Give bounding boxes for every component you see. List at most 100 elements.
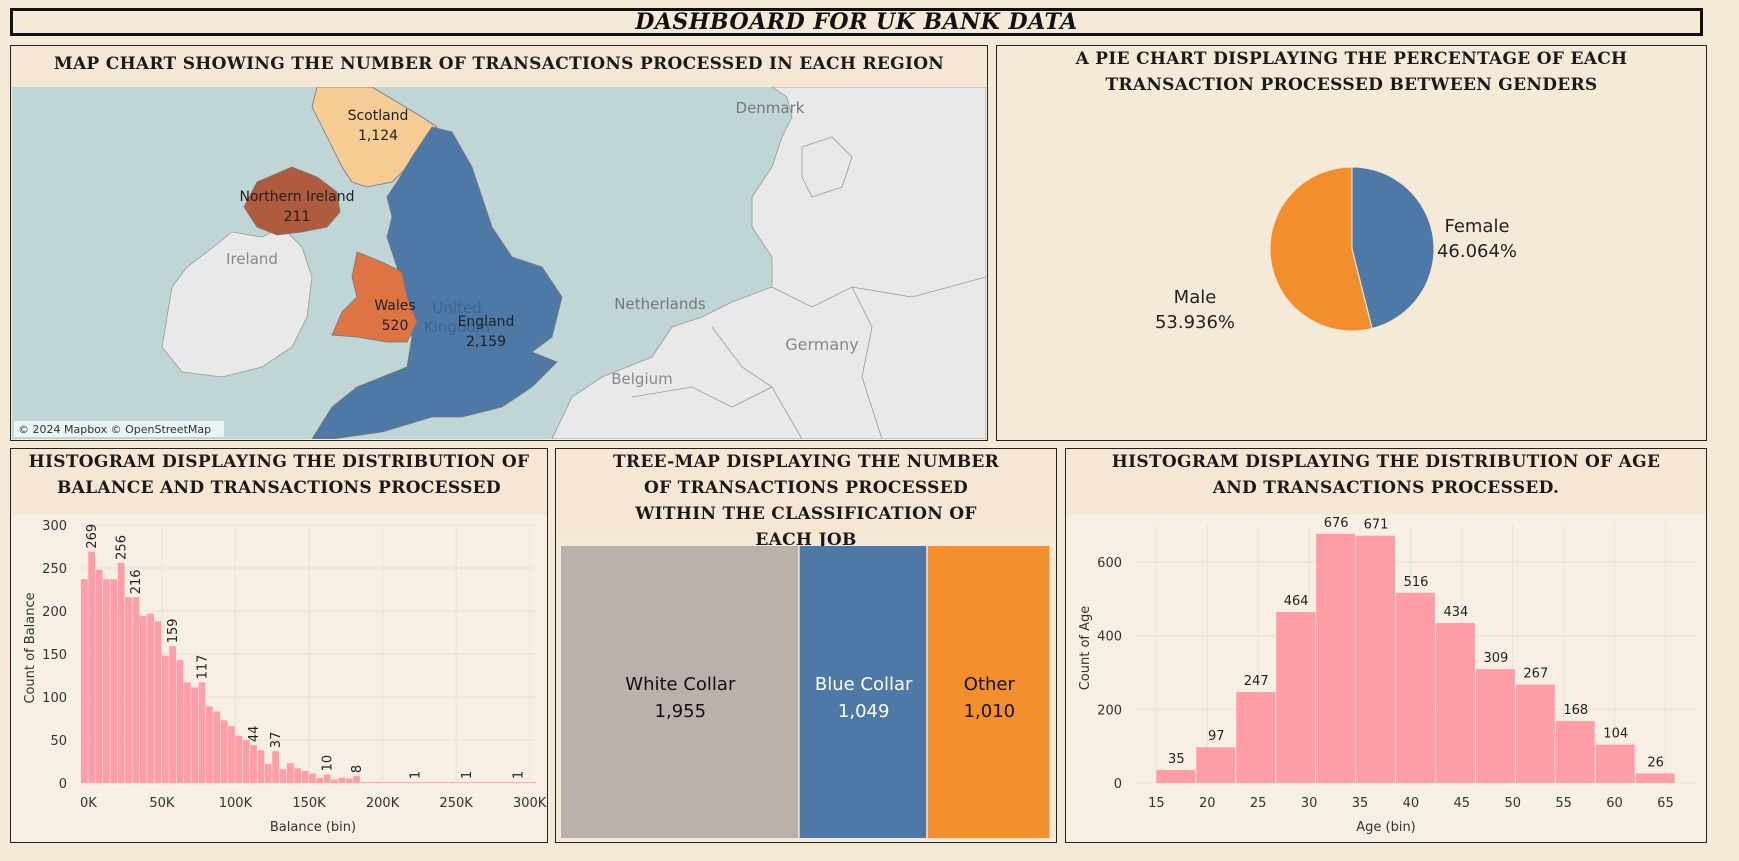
balance-bar[interactable] (294, 768, 302, 783)
balance-bar[interactable] (309, 773, 316, 783)
age-bar[interactable] (1196, 747, 1236, 783)
balance-histogram-panel: HISTOGRAM DISPLAYING THE DISTRIBUTION OF… (10, 448, 548, 843)
balance-bar[interactable] (132, 597, 140, 783)
balance-bar[interactable] (478, 782, 485, 783)
balance-bar[interactable] (257, 750, 265, 783)
age-bar[interactable] (1316, 533, 1356, 783)
balance-bar[interactable] (529, 782, 537, 783)
balance-bar[interactable] (441, 782, 449, 783)
balance-bar[interactable] (161, 655, 169, 783)
balance-bar[interactable] (242, 740, 250, 783)
balance-bar[interactable] (375, 782, 382, 783)
balance-bar[interactable] (426, 782, 434, 783)
balance-bar[interactable] (500, 782, 507, 783)
balance-bar[interactable] (419, 782, 427, 783)
balance-bar[interactable] (470, 782, 478, 783)
age-bar[interactable] (1435, 623, 1475, 783)
balance-bar[interactable] (338, 777, 346, 783)
balance-bar[interactable] (286, 763, 294, 783)
balance-bar[interactable] (154, 621, 162, 783)
balance-bar[interactable] (404, 782, 412, 783)
balance-bar[interactable] (448, 782, 456, 783)
balance-bar[interactable] (272, 751, 279, 783)
balance-bar[interactable] (360, 782, 368, 783)
age-histogram-chart[interactable]: 35 97 247 464 676 671 516 434 309 267 168 104 26 0 20… (1066, 515, 1706, 842)
balance-bar[interactable] (110, 579, 118, 783)
balance-bar[interactable] (382, 782, 390, 783)
balance-bar[interactable] (206, 706, 213, 783)
balance-bar[interactable] (264, 764, 272, 783)
balance-bar[interactable] (191, 687, 199, 783)
england-region[interactable] (311, 126, 563, 439)
age-bar[interactable] (1515, 684, 1555, 783)
region-label-ni-name: Northern Ireland (239, 189, 354, 205)
treemap-chart[interactable]: White Collar 1,955 Blue Collar 1,049 Other 1,… (561, 546, 1051, 838)
balance-bar[interactable] (250, 745, 257, 783)
age-bar[interactable] (1595, 744, 1635, 783)
balance-bar[interactable] (331, 779, 338, 783)
northern-ireland-region[interactable] (243, 166, 341, 236)
map-label-netherlands: Netherlands (614, 295, 706, 313)
wales-region[interactable] (331, 251, 418, 343)
balance-bar[interactable] (220, 720, 228, 783)
balance-bar[interactable] (353, 776, 360, 783)
dashboard-title: DASHBOARD FOR UK BANK DATA (10, 8, 1703, 36)
balance-bar[interactable] (176, 660, 184, 783)
balance-bar[interactable] (323, 774, 331, 783)
treemap-cell-blue-collar[interactable] (799, 546, 927, 838)
balance-bar[interactable] (125, 597, 132, 783)
balance-bar[interactable] (235, 735, 243, 783)
age-bar[interactable] (1555, 721, 1595, 783)
balance-bar[interactable] (456, 782, 463, 783)
pie-panel: A PIE CHART DISPLAYING THE PERCENTAGE OF… (996, 45, 1707, 441)
age-bar[interactable] (1236, 691, 1276, 783)
balance-bar[interactable] (463, 782, 471, 783)
balance-bar[interactable] (183, 682, 191, 783)
balance-bar[interactable] (81, 579, 88, 783)
treemap-cell-white-collar[interactable] (561, 546, 799, 838)
balance-bar[interactable] (411, 782, 419, 783)
balance-bar[interactable] (522, 782, 530, 783)
pie-slice-female[interactable] (1351, 166, 1435, 330)
pie-slice-male[interactable] (1269, 166, 1373, 332)
age-bar[interactable] (1635, 773, 1675, 783)
balance-bar[interactable] (88, 551, 96, 783)
map-chart[interactable]: Denmark Ireland Netherlands Germany Belg… (12, 87, 986, 439)
balance-histogram-title: HISTOGRAM DISPLAYING THE DISTRIBUTION OF… (11, 449, 547, 513)
balance-bar[interactable] (434, 782, 441, 783)
age-bar[interactable] (1396, 592, 1435, 783)
balance-bar[interactable] (213, 711, 221, 783)
balance-bar[interactable] (514, 782, 522, 783)
balance-bar[interactable] (485, 782, 493, 783)
balance-bar[interactable] (117, 562, 125, 783)
balance-bar[interactable] (198, 682, 206, 783)
age-bar-label: 104 (1603, 727, 1628, 742)
age-bar[interactable] (1276, 611, 1316, 783)
balance-bar[interactable] (228, 726, 235, 783)
map-attribution[interactable]: © 2024 Mapbox © OpenStreetMap (18, 423, 211, 436)
balance-bar[interactable] (139, 616, 147, 783)
balance-bar[interactable] (367, 782, 375, 783)
balance-bar[interactable] (95, 569, 103, 783)
balance-ytick-label: 50 (50, 734, 67, 749)
balance-bar[interactable] (507, 782, 515, 783)
scotland-region[interactable] (311, 87, 438, 188)
pie-chart[interactable]: Female 46.064% Male 53.936% (997, 106, 1706, 436)
balance-bar[interactable] (147, 613, 154, 783)
age-xtick-label: 50 (1504, 796, 1521, 811)
balance-bar[interactable] (397, 782, 405, 783)
balance-bar[interactable] (492, 782, 500, 783)
balance-bar[interactable] (301, 770, 309, 783)
age-bar[interactable] (1356, 535, 1396, 783)
balance-bar[interactable] (389, 782, 397, 783)
balance-bar[interactable] (279, 769, 287, 783)
age-xtick-label: 35 (1352, 796, 1369, 811)
balance-bar[interactable] (169, 646, 177, 783)
age-bar[interactable] (1475, 669, 1515, 783)
age-bar[interactable] (1156, 770, 1196, 783)
treemap-cell-other[interactable] (927, 546, 1050, 838)
balance-bar[interactable] (345, 778, 353, 783)
balance-bar[interactable] (103, 579, 110, 783)
balance-bar[interactable] (316, 777, 324, 783)
